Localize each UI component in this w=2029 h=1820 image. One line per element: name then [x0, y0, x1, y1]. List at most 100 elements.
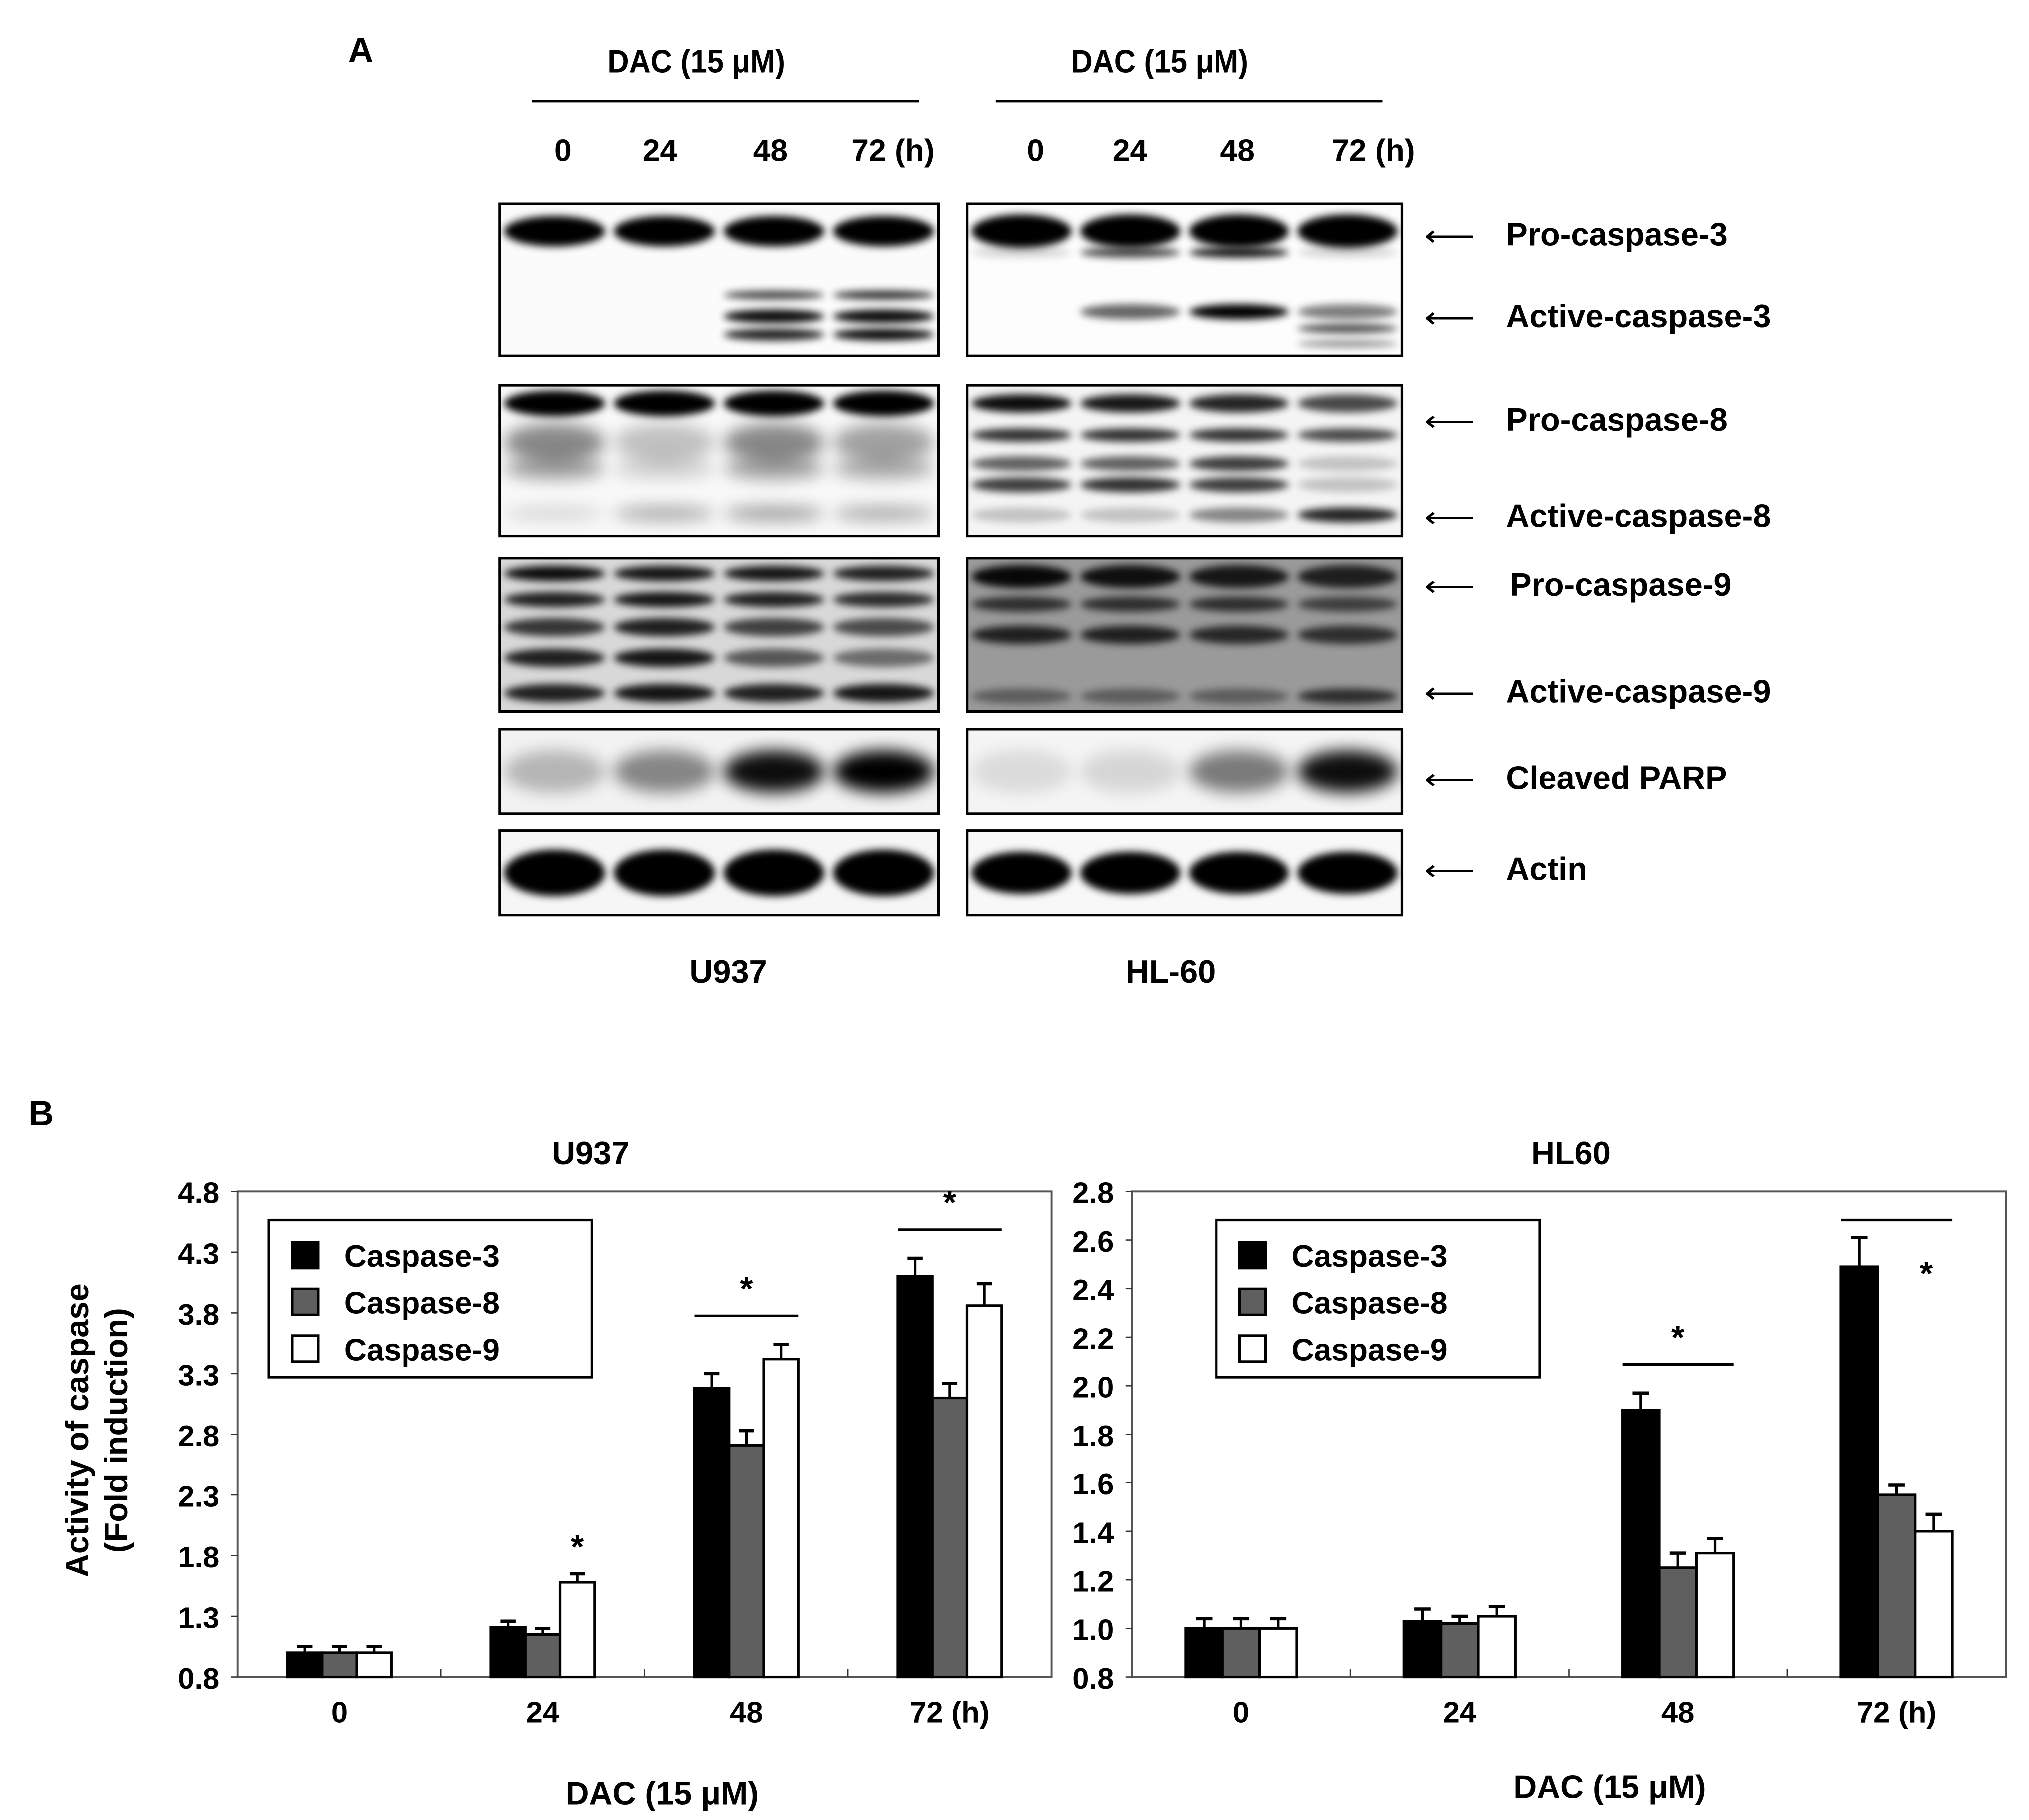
blot-band: [614, 592, 715, 607]
blot-band: [833, 290, 934, 300]
bar-caspase-3: [1184, 1627, 1224, 1679]
blot-bands: [971, 750, 1398, 793]
blot-band: [1080, 688, 1181, 704]
blot-band: [504, 423, 605, 462]
blot-band: [504, 390, 605, 416]
y-tick-label: 1.3: [178, 1601, 219, 1634]
x-tick-label: 24: [1443, 1696, 1476, 1729]
blot-band: [614, 506, 715, 521]
blot-band: [833, 423, 934, 462]
blot-hl60-caspase-9: [966, 557, 1404, 713]
x-tick-label: 48: [1661, 1696, 1694, 1729]
y-tick-label: 2.8: [1072, 1176, 1114, 1210]
blot-band: [971, 428, 1072, 442]
blot-band: [833, 328, 934, 341]
blot-band: [614, 618, 715, 637]
x-tick-label: 24: [526, 1696, 559, 1729]
blot-band: [1297, 340, 1398, 348]
blot-band: [1080, 247, 1181, 258]
y-tick-label: 1.0: [1072, 1613, 1114, 1647]
u937-treatment-line: [532, 100, 919, 103]
blot-band: [1297, 750, 1398, 793]
blot-band: [723, 328, 824, 341]
blot-band: [971, 456, 1072, 471]
blot-band: [1297, 247, 1398, 258]
y-tick-label: 0.8: [178, 1662, 219, 1695]
blot-band: [614, 390, 715, 416]
u937-lane-48: 48: [753, 133, 788, 169]
bar-caspase-8: [1221, 1627, 1261, 1679]
blot-bands: [504, 216, 934, 341]
blot-band: [1297, 394, 1398, 413]
blot-band: [971, 477, 1072, 493]
x-axis-label: DAC (15 μM): [1513, 1768, 1706, 1805]
x-tick-label: 72 (h): [1857, 1696, 1936, 1729]
hl60-treatment-label: DAC (15 μM): [1071, 44, 1248, 81]
band-label: Active-caspase-3: [1506, 298, 1771, 335]
blot-band: [1189, 214, 1289, 248]
blot-band: [971, 507, 1072, 523]
arrow-left-icon: ⟵: [1424, 501, 1476, 534]
arrow-left-icon: ⟵: [1424, 301, 1476, 334]
legend-label: Caspase-9: [344, 1333, 500, 1367]
u937-lane-72: 72 (h): [851, 133, 935, 169]
blot-band: [1189, 394, 1289, 413]
bar-caspase-3: [1621, 1409, 1661, 1679]
blot-band: [1297, 214, 1398, 248]
significance-star: *: [943, 1184, 957, 1222]
blot-band: [1080, 304, 1181, 320]
blot-band: [1189, 456, 1289, 471]
blot-u937-caspase-8: [498, 384, 940, 538]
blot-band: [504, 457, 605, 480]
legend-label: Caspase-9: [1292, 1333, 1448, 1367]
blot-band: [1297, 625, 1398, 644]
bar-caspase-9: [355, 1651, 393, 1679]
bar-caspase-9: [1914, 1530, 1954, 1679]
bar-caspase-9: [762, 1358, 800, 1679]
blot-band: [614, 684, 715, 703]
blot-band: [723, 390, 824, 416]
blot-band: [723, 506, 824, 521]
legend-swatch: [291, 1241, 320, 1270]
blot-band: [723, 618, 824, 637]
y-tick-label: 3.8: [178, 1298, 219, 1331]
blot-frame: [966, 384, 1404, 538]
y-tick-label: 1.8: [1072, 1419, 1114, 1453]
blot-band: [723, 423, 824, 462]
y-tick-label: 2.2: [1072, 1322, 1114, 1355]
bar-caspase-8: [524, 1633, 562, 1679]
blot-band: [1297, 456, 1398, 471]
blot-band: [504, 506, 605, 521]
blot-band: [1189, 477, 1289, 493]
blot-band: [833, 566, 934, 581]
blot-frame: [966, 829, 1404, 917]
blot-band: [1297, 477, 1398, 493]
bar-caspase-3: [896, 1275, 934, 1679]
blot-band: [833, 750, 934, 793]
bar-caspase-8: [931, 1396, 969, 1679]
blot-band: [971, 394, 1072, 413]
blot-bands: [971, 565, 1398, 704]
blot-band: [1189, 596, 1289, 612]
blot-band: [1189, 507, 1289, 523]
band-label: Pro-caspase-9: [1510, 567, 1732, 604]
blot-band: [833, 390, 934, 416]
blot-band: [1297, 507, 1398, 523]
legend: Caspase-3 Caspase-8 Caspase-9: [1215, 1218, 1541, 1379]
y-tick-label: 1.2: [1072, 1565, 1114, 1598]
blot-band: [1189, 688, 1289, 704]
bar-caspase-9: [1258, 1627, 1298, 1679]
bar-caspase-9: [965, 1304, 1003, 1679]
blot-band: [1080, 565, 1181, 588]
blot-band: [833, 309, 934, 323]
band-label: Pro-caspase-8: [1506, 402, 1728, 439]
blot-band: [1080, 428, 1181, 442]
blot-bands: [971, 851, 1398, 894]
blot-u937-actin: [498, 829, 940, 917]
blot-frame: [966, 557, 1404, 713]
legend-label: Caspase-3: [344, 1239, 500, 1274]
blot-band: [614, 216, 715, 247]
y-tick-label: 3.3: [178, 1358, 219, 1392]
bar-caspase-9: [1695, 1552, 1735, 1679]
